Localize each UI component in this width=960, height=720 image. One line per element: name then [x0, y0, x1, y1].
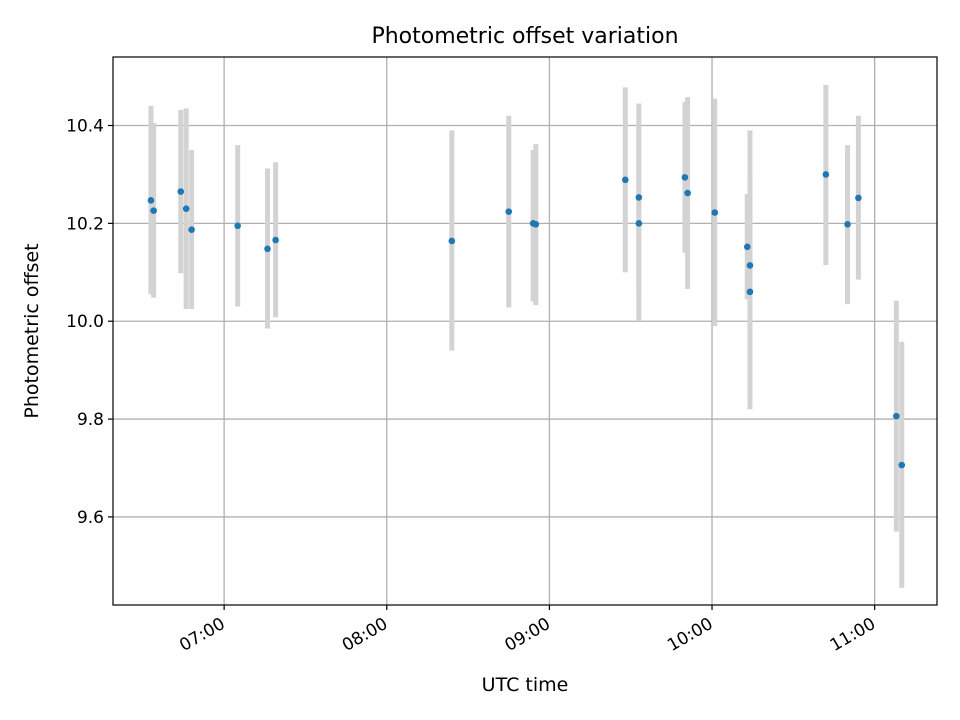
data-point: [681, 174, 689, 181]
plot-frame: [112, 56, 938, 606]
chart-title: Photometric offset variation: [371, 24, 678, 49]
point-layer: [147, 171, 906, 469]
data-point: [234, 222, 241, 230]
data-point: [621, 176, 629, 184]
x-axis-label: UTC time: [482, 674, 569, 696]
data-point: [684, 189, 691, 197]
y-tick-label: 10.0: [66, 312, 104, 332]
data-point: [272, 236, 279, 244]
data-point: [448, 237, 456, 245]
y-tick-label: 10.4: [66, 117, 104, 137]
data-point: [182, 205, 190, 212]
data-point: [635, 194, 643, 201]
data-point: [635, 220, 643, 227]
data-point: [855, 194, 862, 202]
data-point: [532, 221, 540, 228]
data-point: [150, 207, 157, 214]
grid-layer: [113, 57, 937, 605]
data-point: [711, 209, 719, 216]
y-axis-label: Photometric offset: [21, 243, 43, 418]
data-point: [264, 245, 271, 253]
y-tick-label: 9.8: [77, 410, 104, 430]
data-point: [898, 461, 906, 469]
data-point: [844, 221, 851, 228]
data-point: [147, 197, 155, 204]
data-point: [177, 188, 185, 195]
data-point: [505, 208, 513, 215]
data-point: [893, 412, 900, 420]
data-point: [746, 262, 754, 269]
data-point: [188, 226, 195, 234]
data-point: [822, 171, 830, 178]
data-point: [743, 243, 751, 251]
data-point: [746, 288, 754, 296]
y-tick-label: 10.2: [66, 214, 104, 234]
y-tick-label: 9.6: [77, 508, 104, 528]
